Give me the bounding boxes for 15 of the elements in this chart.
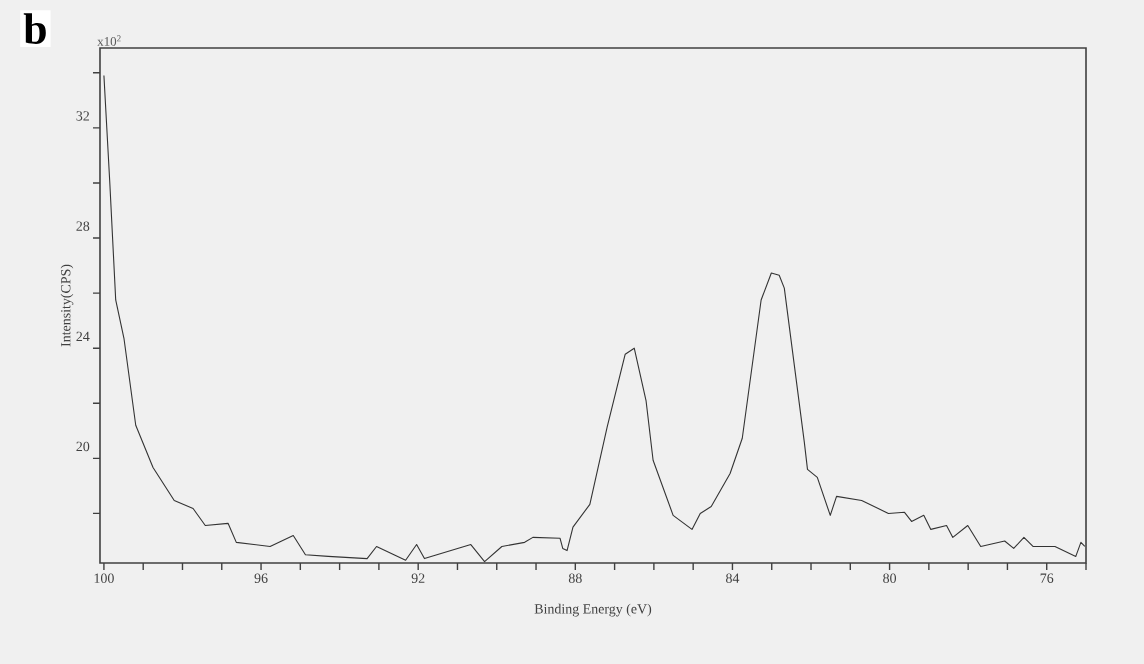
text: x10$^{2}$: [97, 35, 121, 46]
x-tick-label: 84: [726, 573, 740, 583]
x-axis-title: Binding Energy (eV): [534, 603, 652, 617]
y-tick-label: 20: [76, 441, 90, 452]
y-axis-title: Intensity(CPS): [60, 264, 74, 347]
x-tick-label: 100: [94, 573, 114, 583]
y-tick-label: 28: [76, 221, 90, 231]
y-tick-label: 24: [76, 331, 90, 341]
x-tick-label: 88: [568, 573, 582, 583]
x-tick-label: 76: [1040, 573, 1054, 583]
text: b: [23, 13, 46, 45]
x-tick-label: 96: [254, 573, 268, 583]
x-tick-label: 92: [411, 573, 425, 583]
y-tick-label: 32: [76, 111, 90, 121]
x-tick-label: 80: [883, 573, 897, 583]
